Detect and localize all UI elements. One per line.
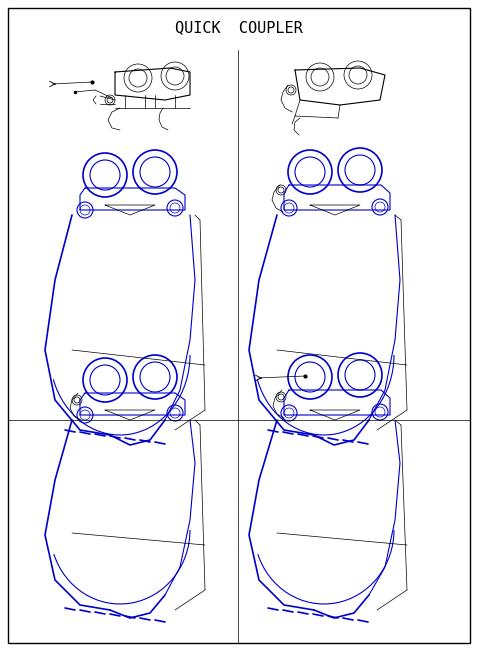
Text: QUICK  COUPLER: QUICK COUPLER bbox=[175, 20, 303, 36]
